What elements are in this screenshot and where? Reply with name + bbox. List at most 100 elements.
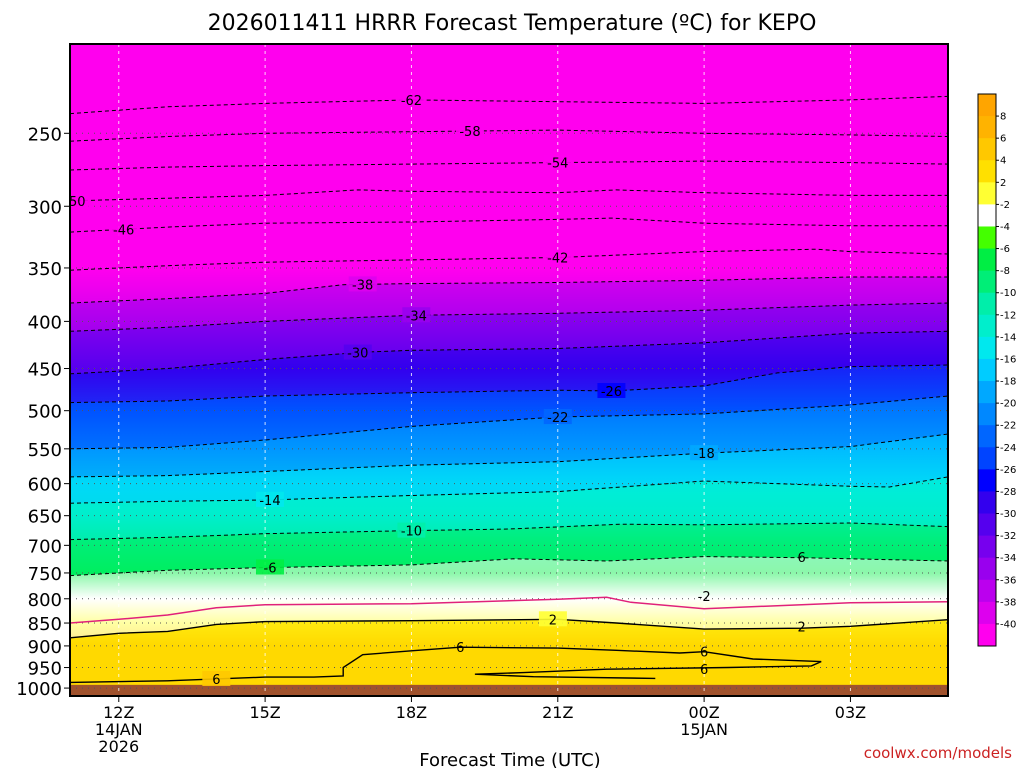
colorbar-swatch xyxy=(978,358,996,382)
contour-line xyxy=(70,522,948,541)
colorbar-swatch xyxy=(978,314,996,338)
y-axis: 2503003504004505005506006507007508008509… xyxy=(16,124,70,700)
colorbar-legend: 8 6 4 2 -2 -4 -6 -8 -10 -12 -14 -16 -18 -20 -22 -24 -26 -… xyxy=(977,93,1016,647)
contour-label-bg xyxy=(255,491,284,507)
contour-label: -54 xyxy=(547,157,568,172)
colorbar-label: 6 xyxy=(1000,134,1006,145)
contour-line xyxy=(70,217,948,233)
contour-label-bg xyxy=(397,91,426,107)
contour-label-bg xyxy=(543,249,572,265)
contour-label: -26 xyxy=(601,385,622,400)
colorbar-label: -20 xyxy=(1000,399,1016,410)
colorbar-swatch xyxy=(978,403,996,426)
contour-line xyxy=(70,433,948,478)
colorbar-label: 4 xyxy=(1000,156,1006,167)
y-tick-label: 900 xyxy=(28,637,62,658)
contour-label-bg xyxy=(109,221,138,237)
y-tick-label: 650 xyxy=(28,507,62,528)
colorbar-swatch xyxy=(978,204,996,227)
x-axis-label: Forecast Time (UTC) xyxy=(419,750,600,768)
temperature-band xyxy=(70,476,948,540)
colorbar-label: -12 xyxy=(1000,310,1016,321)
contour-label: -2 xyxy=(698,590,711,605)
temperature-band-overlay xyxy=(70,96,948,689)
colorbar-swatch xyxy=(978,447,996,470)
colorbar-swatch xyxy=(978,116,996,139)
y-tick-label: 350 xyxy=(28,259,62,280)
x-tick-label: 12Z xyxy=(103,703,134,722)
contour-label-bg xyxy=(70,192,89,208)
contour-label-bg xyxy=(543,409,572,425)
y-tick-label: 750 xyxy=(28,564,62,585)
colorbar-label: -6 xyxy=(1000,244,1010,255)
temperature-band xyxy=(70,161,948,201)
contour-label-bg xyxy=(597,383,626,399)
contour-label: -34 xyxy=(406,309,427,324)
temperature-band xyxy=(70,331,948,403)
temperature-band xyxy=(70,96,948,142)
y-tick-label: 600 xyxy=(28,475,62,496)
y-tick-label: 850 xyxy=(28,614,62,635)
contour-label-bg xyxy=(255,559,284,575)
y-tick-label: 400 xyxy=(28,312,62,333)
colorbar-swatch xyxy=(978,535,996,559)
contour-label-bg xyxy=(202,670,231,686)
temperature-band xyxy=(70,396,948,477)
gridlines xyxy=(70,44,948,696)
x-tick-label: 14JAN xyxy=(95,720,143,739)
contour-label: 2 xyxy=(549,613,557,628)
contour-line xyxy=(70,189,948,202)
colorbar-swatch xyxy=(978,94,996,117)
contour-label: -42 xyxy=(547,252,568,267)
colorbar-label: 2 xyxy=(1000,178,1006,189)
warm-band xyxy=(70,619,948,689)
x-tick-label: 18Z xyxy=(396,703,427,722)
plot-frame xyxy=(69,43,949,697)
y-tick-label: 1000 xyxy=(16,679,62,700)
colorbar-frame xyxy=(977,93,997,647)
colorbar-label: -2 xyxy=(1000,200,1010,211)
contour-label: -22 xyxy=(547,411,568,426)
contour-label: 6 xyxy=(456,641,464,656)
temperature-band xyxy=(70,130,948,170)
contour-label-bg xyxy=(455,123,484,139)
colorbar-swatch xyxy=(978,557,996,581)
colorbar-label: -10 xyxy=(1000,288,1016,299)
contour-label: -30 xyxy=(347,347,368,362)
y-tick-label: 800 xyxy=(28,590,62,611)
colorbar-label: -28 xyxy=(1000,487,1016,498)
contour-label-bg xyxy=(690,445,719,461)
contour-label: -14 xyxy=(259,494,280,509)
colorbar-swatch xyxy=(978,425,996,448)
contour-label: -50 xyxy=(64,195,85,210)
colorbar-label: -26 xyxy=(1000,465,1016,476)
colorbar-swatch xyxy=(978,601,996,625)
contour-label: -18 xyxy=(693,447,714,462)
colorbar-label: -36 xyxy=(1000,575,1016,586)
contour-label-bg xyxy=(538,611,567,627)
contour-line xyxy=(70,95,948,115)
temperature-band xyxy=(70,189,948,233)
x-tick-label: 15Z xyxy=(249,703,280,722)
colorbar-label: -4 xyxy=(1000,222,1010,233)
temperature-band xyxy=(70,249,948,303)
colorbar-label: -38 xyxy=(1000,597,1016,608)
colorbar-swatch xyxy=(978,270,996,294)
y-tick-label: 300 xyxy=(28,197,62,218)
colorbar-label: -16 xyxy=(1000,354,1016,365)
x-tick-label: 15JAN xyxy=(680,720,728,739)
y-tick-label: 550 xyxy=(28,440,62,461)
colorbar-label: -32 xyxy=(1000,531,1016,542)
x-tick-label: 03Z xyxy=(835,703,866,722)
colorbar-swatch xyxy=(978,248,996,272)
credit-link[interactable]: coolwx.com/models xyxy=(864,744,1012,762)
temperature-band xyxy=(70,276,948,332)
colorbar-swatch xyxy=(978,160,996,183)
x-tick-label: 21Z xyxy=(542,703,573,722)
x-tick-label: 2026 xyxy=(98,737,139,756)
colorbar-swatch xyxy=(978,381,996,404)
colorbar-swatch xyxy=(978,579,996,603)
colorbar-swatch xyxy=(978,138,996,161)
